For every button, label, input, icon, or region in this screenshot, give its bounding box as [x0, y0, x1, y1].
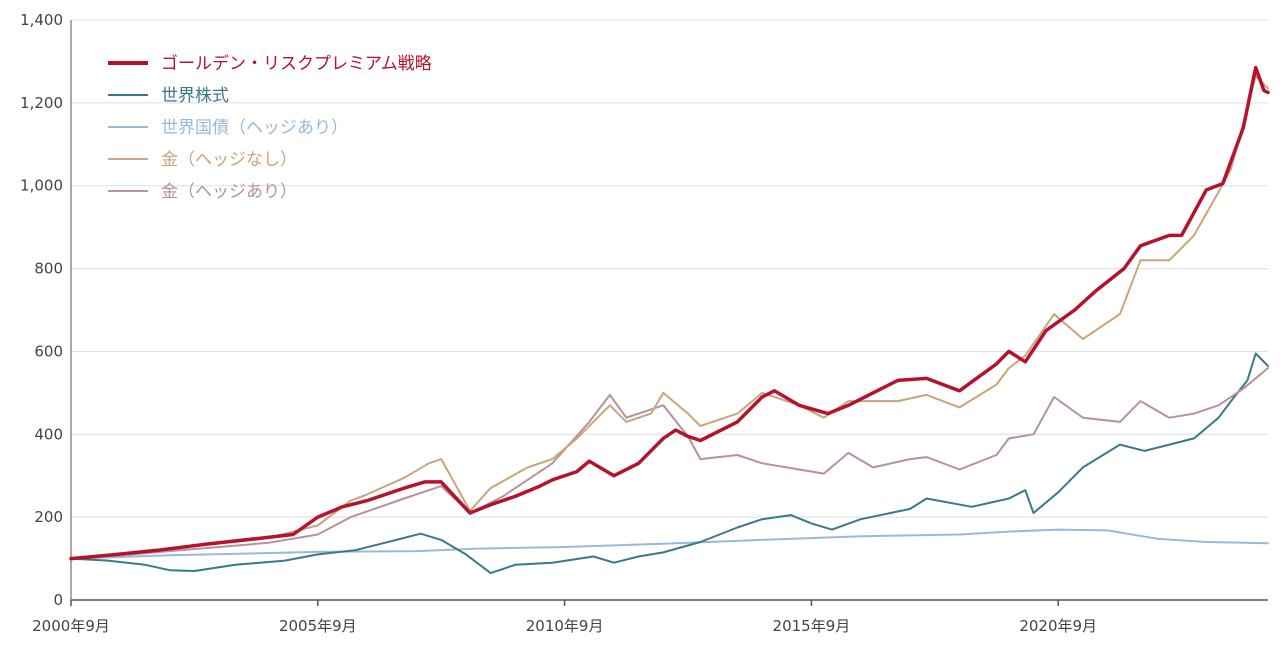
axes: 0 200 400 600 800 1,000 1,200 1,400 2000年9月 2005年… [20, 11, 1268, 635]
series-line-3 [70, 74, 1269, 560]
y-tick-label: 1,000 [20, 177, 63, 195]
series-line-2 [70, 528, 1269, 560]
series-line-1 [70, 352, 1269, 575]
legend-label-0: ゴールデン・リスクプレミアム戦略 [161, 53, 432, 74]
y-tick-label: 1,400 [20, 11, 63, 29]
legend-label-4: 金（ヘッジあり） [161, 182, 297, 202]
series-lines [69, 65, 1270, 575]
legend-label-2: 世界国債（ヘッジあり） [161, 118, 348, 138]
legend-label-1: 世界株式 [161, 86, 229, 106]
y-tick-label: 400 [34, 425, 63, 443]
series-line-4 [70, 367, 1269, 560]
series-line-0 [69, 65, 1270, 561]
y-tick-label: 600 [34, 342, 63, 360]
x-tick-label: 2015年9月 [773, 617, 851, 635]
y-tick-label: 1,200 [20, 94, 63, 112]
y-tick-label: 200 [34, 508, 63, 526]
legend-label-3: 金（ヘッジなし） [161, 150, 297, 170]
x-tick-label: 2010年9月 [526, 617, 604, 635]
y-tick-label: 800 [34, 260, 63, 278]
x-tick-label: 2000年9月 [32, 617, 110, 635]
grid-lines [71, 19, 1268, 518]
x-tick-label: 2005年9月 [279, 617, 357, 635]
x-tick-label: 2020年9月 [1019, 617, 1097, 635]
y-tick-label: 0 [53, 591, 63, 609]
